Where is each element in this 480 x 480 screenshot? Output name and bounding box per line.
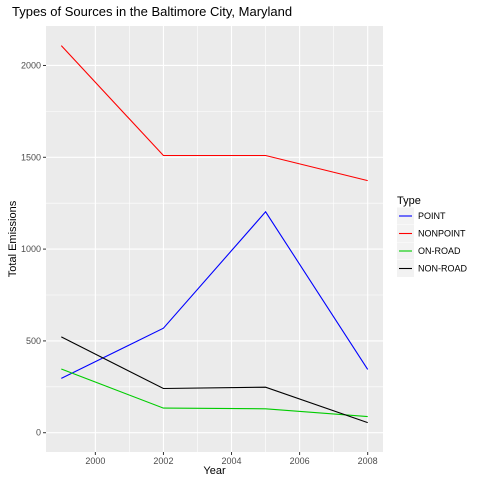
series-lines (60, 45, 369, 424)
legend-label: NON-ROAD (418, 264, 467, 274)
x-tick-label: 2004 (222, 456, 242, 466)
series-line-on-road (61, 368, 368, 418)
y-tick-label: 500 (26, 336, 41, 346)
y-tick-label: 2000 (21, 60, 41, 70)
legend-title: Type (397, 195, 421, 207)
x-tick-label: 2008 (358, 456, 378, 466)
x-tick-label: 2000 (85, 456, 105, 466)
y-axis: 0 500 1000 1500 2000 (21, 60, 46, 438)
legend-label: ON-ROAD (418, 246, 461, 256)
x-axis-title: Year (203, 465, 226, 477)
y-tick-label: 1500 (21, 152, 41, 162)
series-line-point (61, 210, 369, 379)
chart-title: Types of Sources in the Baltimore City, … (12, 4, 292, 19)
y-axis-title: Total Emissions (7, 200, 19, 277)
series-line-non-road (61, 336, 368, 424)
legend-label: NONPOINT (418, 229, 466, 239)
plot-background (46, 26, 383, 452)
x-axis: 2000 2002 2004 2006 2008 (85, 452, 378, 466)
legend-label: POINT (418, 211, 446, 221)
y-tick-label: 1000 (21, 244, 41, 254)
grid-minor (46, 26, 383, 452)
legend: Type POINT NONPOINT ON-ROAD NON-ROAD (397, 195, 467, 277)
grid-major (46, 26, 383, 452)
series-line-nonpoint (60, 45, 368, 182)
x-tick-label: 2006 (290, 456, 310, 466)
x-tick-label: 2002 (153, 456, 173, 466)
y-tick-label: 0 (36, 428, 41, 438)
